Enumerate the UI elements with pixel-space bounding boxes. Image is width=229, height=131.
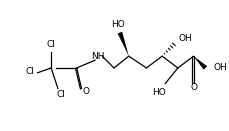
Polygon shape xyxy=(194,56,207,70)
Text: NH: NH xyxy=(92,52,105,61)
Text: HO: HO xyxy=(152,88,166,97)
Text: HO: HO xyxy=(111,20,125,29)
Polygon shape xyxy=(118,32,129,56)
Text: OH: OH xyxy=(213,63,227,72)
Text: Cl: Cl xyxy=(25,67,34,76)
Text: Cl: Cl xyxy=(47,40,56,49)
Text: Cl: Cl xyxy=(57,90,65,99)
Text: O: O xyxy=(190,83,197,92)
Text: O: O xyxy=(82,87,89,96)
Text: OH: OH xyxy=(179,34,193,43)
